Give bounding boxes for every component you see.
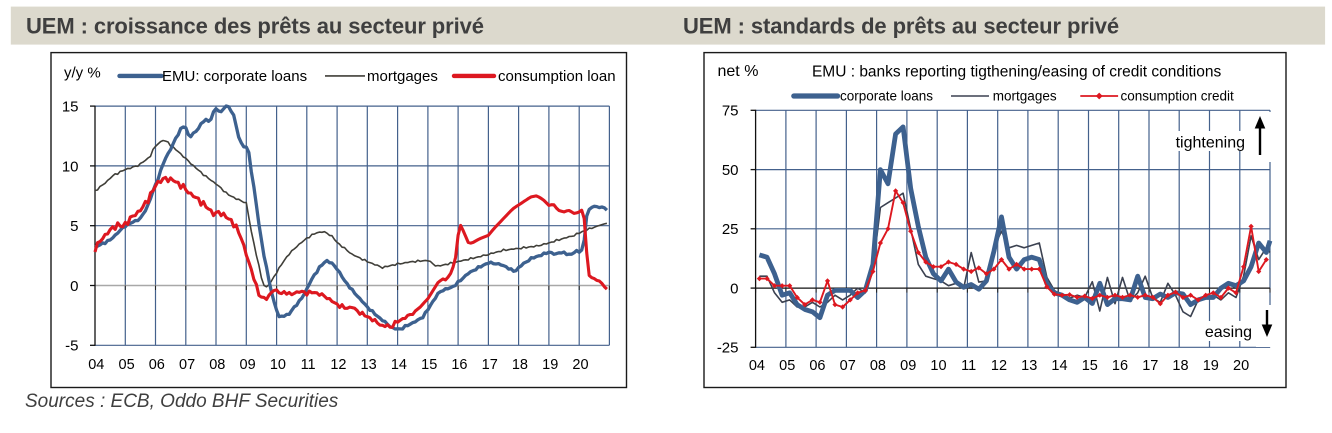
- svg-text:09: 09: [900, 358, 916, 374]
- svg-text:17: 17: [482, 357, 498, 373]
- svg-text:04: 04: [749, 358, 765, 374]
- svg-text:08: 08: [870, 358, 886, 374]
- svg-text:19: 19: [542, 357, 558, 373]
- svg-text:50: 50: [722, 162, 739, 179]
- svg-text:16: 16: [451, 357, 467, 373]
- svg-text:07: 07: [840, 358, 856, 374]
- svg-text:16: 16: [1112, 358, 1128, 374]
- svg-text:-5: -5: [65, 338, 78, 355]
- svg-text:0: 0: [70, 278, 78, 295]
- svg-text:18: 18: [1172, 358, 1188, 374]
- svg-text:10: 10: [270, 357, 286, 373]
- svg-text:05: 05: [119, 357, 135, 373]
- svg-text:14: 14: [391, 357, 407, 373]
- svg-text:Sources : ECB, Oddo BHF Securi: Sources : ECB, Oddo BHF Securities: [25, 391, 339, 412]
- svg-text:09: 09: [240, 357, 256, 373]
- svg-text:0: 0: [730, 280, 738, 297]
- svg-text:15: 15: [421, 357, 437, 373]
- svg-text:11: 11: [961, 358, 976, 374]
- svg-text:y/y %: y/y %: [64, 65, 101, 82]
- svg-text:75: 75: [722, 103, 739, 120]
- svg-text:15: 15: [1082, 358, 1098, 374]
- svg-text:17: 17: [1142, 358, 1158, 374]
- svg-text:05: 05: [779, 358, 795, 374]
- svg-text:25: 25: [722, 221, 739, 238]
- svg-text:UEM : standards de prêts au se: UEM : standards de prêts au secteur priv…: [683, 14, 1119, 39]
- svg-text:corporate loans: corporate loans: [840, 89, 933, 104]
- svg-text:mortgages: mortgages: [367, 68, 438, 85]
- svg-text:consumption credit: consumption credit: [1121, 89, 1235, 104]
- svg-text:-25: -25: [717, 340, 739, 357]
- svg-text:UEM : croissance des prêts au: UEM : croissance des prêts au secteur pr…: [26, 14, 484, 39]
- svg-text:12: 12: [991, 358, 1007, 374]
- svg-text:07: 07: [179, 357, 195, 373]
- svg-text:20: 20: [572, 357, 588, 373]
- svg-text:EMU: corporate loans: EMU: corporate loans: [162, 68, 307, 85]
- svg-text:easing: easing: [1205, 324, 1252, 341]
- svg-text:14: 14: [1051, 358, 1067, 374]
- svg-text:15: 15: [62, 99, 79, 116]
- svg-text:5: 5: [70, 218, 78, 235]
- svg-text:08: 08: [209, 357, 225, 373]
- svg-text:06: 06: [809, 358, 825, 374]
- svg-text:19: 19: [1203, 358, 1219, 374]
- svg-text:20: 20: [1233, 358, 1249, 374]
- svg-text:11: 11: [301, 357, 316, 373]
- svg-text:13: 13: [1021, 358, 1037, 374]
- svg-text:13: 13: [361, 357, 377, 373]
- svg-text:10: 10: [62, 158, 79, 175]
- svg-text:EMU : banks reporting tigtheni: EMU : banks reporting tigthening/easing …: [812, 64, 1222, 81]
- svg-text:04: 04: [88, 357, 104, 373]
- svg-text:18: 18: [512, 357, 528, 373]
- svg-text:10: 10: [930, 358, 946, 374]
- svg-text:06: 06: [149, 357, 165, 373]
- svg-text:12: 12: [330, 357, 346, 373]
- svg-text:mortgages: mortgages: [993, 89, 1057, 104]
- svg-text:tightening: tightening: [1176, 135, 1245, 152]
- svg-text:net %: net %: [718, 63, 759, 80]
- svg-text:consumption loan: consumption loan: [498, 68, 616, 85]
